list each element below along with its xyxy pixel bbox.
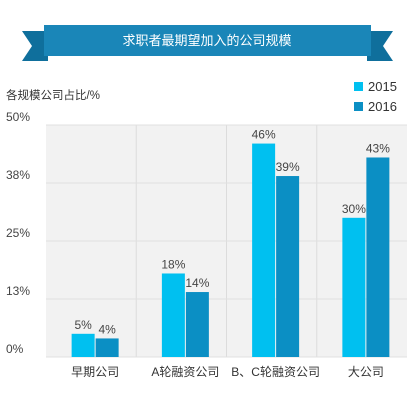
legend-swatch-2016 bbox=[354, 102, 363, 111]
bar-2015-3 bbox=[342, 217, 366, 357]
banner-left-ribbon bbox=[22, 31, 48, 61]
data-label: 30% bbox=[342, 202, 366, 216]
x-tick-label: 早期公司 bbox=[71, 365, 119, 379]
bar-2015-2 bbox=[252, 143, 276, 357]
data-label: 39% bbox=[276, 160, 300, 174]
y-axis-ticks: 0% 13% 25% 38% 50% bbox=[6, 110, 30, 356]
x-tick-label: B、C轮融资公司 bbox=[231, 365, 320, 379]
bar-2016-1 bbox=[185, 292, 209, 357]
data-label: 46% bbox=[252, 128, 276, 142]
x-tick-label: A轮融资公司 bbox=[151, 365, 219, 379]
bar-2016-0 bbox=[95, 338, 119, 357]
bar-2016-2 bbox=[276, 176, 300, 357]
data-label: 43% bbox=[366, 141, 390, 155]
y-tick-label: 38% bbox=[6, 168, 30, 182]
legend-label-2016: 2016 bbox=[368, 99, 397, 114]
data-labels: 5% 4% 18%14% 46% 39% 30% 43% bbox=[74, 128, 390, 337]
y-tick-label: 0% bbox=[6, 342, 24, 356]
x-axis-ticks: 早期公司 A轮融资公司 B、C轮融资公司 大公司 bbox=[71, 365, 384, 379]
bar-2016-3 bbox=[366, 157, 390, 357]
y-tick-label: 13% bbox=[6, 284, 30, 298]
y-tick-label: 50% bbox=[6, 110, 30, 124]
data-label: 5% bbox=[74, 318, 92, 332]
data-label: 14% bbox=[185, 276, 209, 290]
bars bbox=[71, 143, 390, 357]
legend: 2015 2016 bbox=[354, 79, 397, 114]
data-label: 18% bbox=[161, 257, 185, 271]
legend-label-2015: 2015 bbox=[368, 79, 397, 94]
chart-title: 求职者最期望加入的公司规模 bbox=[122, 33, 291, 48]
y-axis-label: 各规模公司占比/% bbox=[6, 88, 100, 102]
title-banner: 求职者最期望加入的公司规模 bbox=[22, 25, 393, 61]
y-tick-label: 25% bbox=[6, 226, 30, 240]
bar-2015-1 bbox=[161, 273, 185, 357]
banner-body bbox=[44, 25, 371, 56]
legend-swatch-2015 bbox=[354, 82, 363, 91]
bar-2015-0 bbox=[71, 333, 95, 357]
banner-right-ribbon bbox=[367, 31, 393, 61]
x-tick-label: 大公司 bbox=[348, 365, 384, 379]
data-label: 4% bbox=[98, 322, 116, 336]
